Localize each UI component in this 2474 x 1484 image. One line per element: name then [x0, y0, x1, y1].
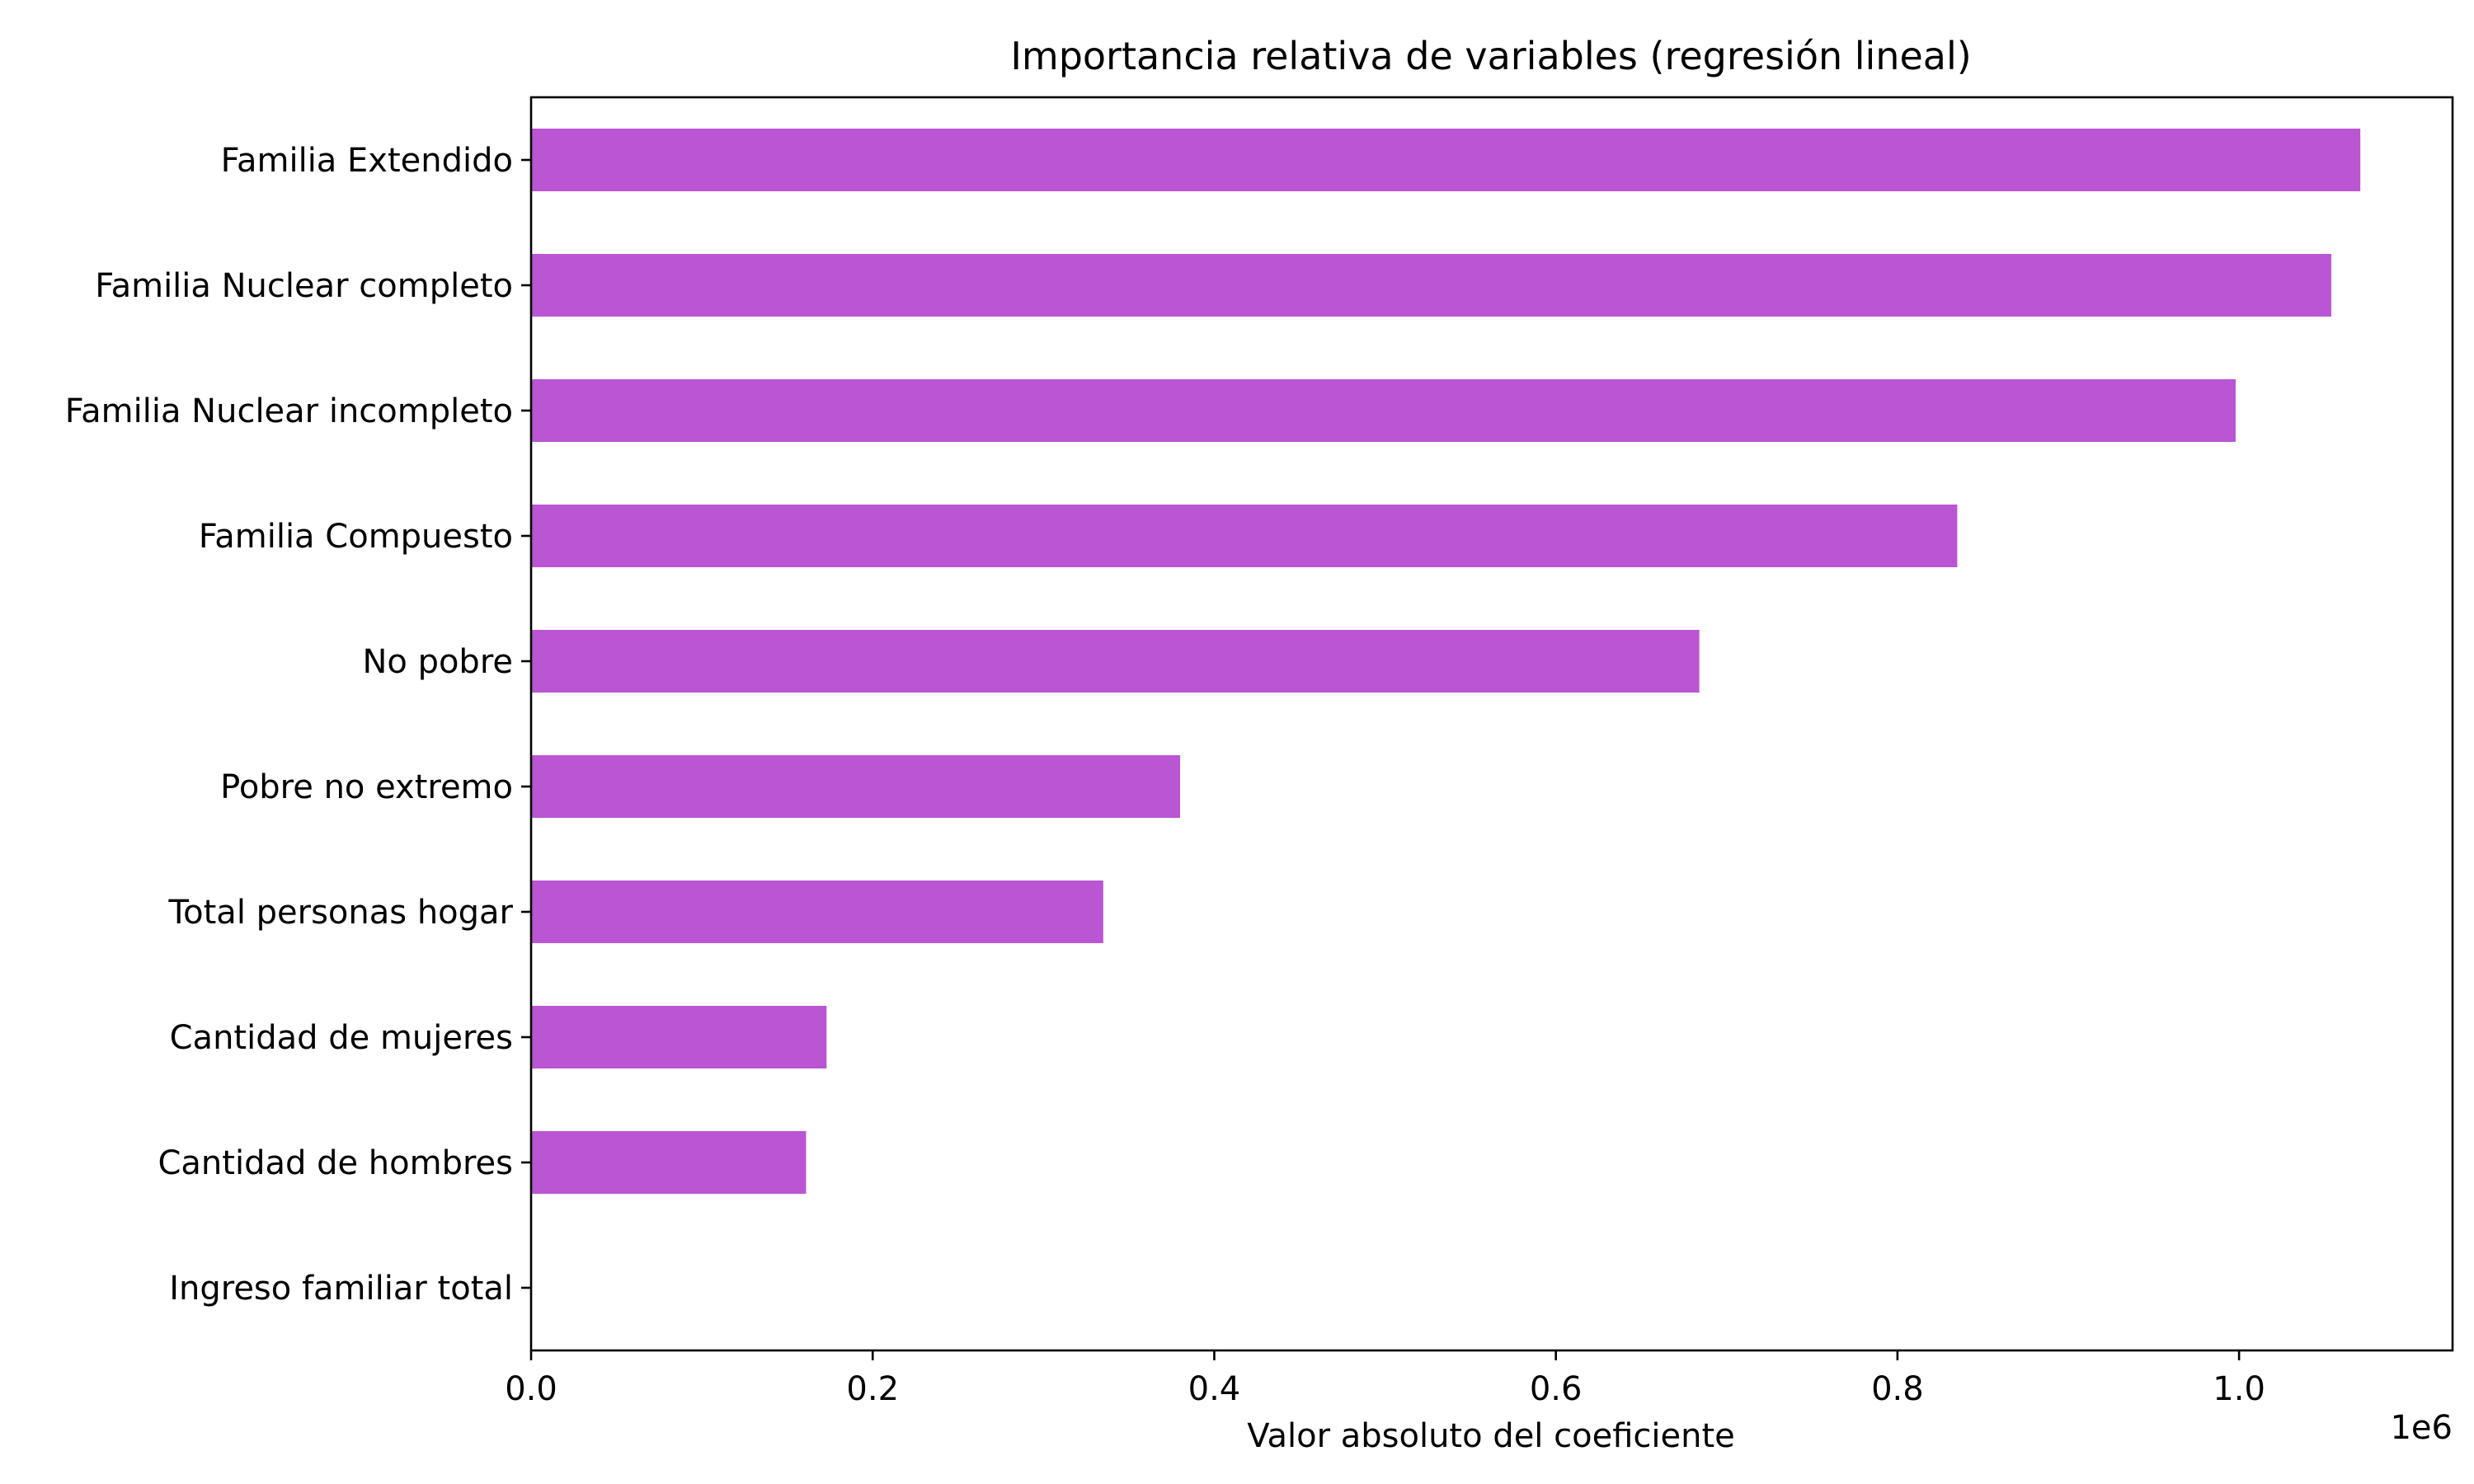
x-tick-label: 0.8 — [1871, 1370, 1924, 1408]
x-tick-label: 0.2 — [846, 1370, 899, 1408]
bar-familia-nuclear-completo — [531, 254, 2331, 317]
x-tick-label: 1.0 — [2213, 1370, 2265, 1408]
bar-familia-nuclear-incompleto — [531, 379, 2236, 442]
chart-title: Importancia relativa de variables (regre… — [1010, 34, 1971, 78]
y-tick-label: Familia Nuclear completo — [95, 267, 513, 305]
bar-pobre-no-extremo — [531, 755, 1181, 818]
x-tick-label: 0.0 — [505, 1370, 557, 1408]
x-axis-ticks: 0.0 0.2 0.4 0.6 0.8 1.0 — [505, 1350, 2265, 1408]
y-tick-label: Cantidad de hombres — [158, 1144, 513, 1182]
y-tick-label: Pobre no extremo — [220, 768, 513, 806]
y-tick-label: Familia Compuesto — [199, 518, 513, 556]
y-tick-label: Ingreso familiar total — [169, 1270, 513, 1308]
x-tick-label: 0.6 — [1530, 1370, 1583, 1408]
bars-group — [531, 129, 2361, 1194]
bar-cantidad-de-mujeres — [531, 1006, 827, 1068]
y-tick-label: Familia Nuclear incompleto — [65, 392, 513, 430]
y-tick-label: Cantidad de mujeres — [170, 1019, 513, 1057]
bar-cantidad-de-hombres — [531, 1131, 807, 1194]
plot-frame — [529, 96, 2454, 1352]
bar-total-personas-hogar — [531, 881, 1103, 943]
x-tick-label: 0.4 — [1188, 1370, 1241, 1408]
y-tick-label: No pobre — [362, 643, 513, 681]
bar-familia-extendido — [531, 129, 2361, 191]
y-tick-label: Familia Extendido — [221, 142, 513, 180]
bar-familia-compuesto — [531, 505, 1958, 567]
x-axis-label: Valor absoluto del coeficiente — [1247, 1417, 1735, 1455]
bar-no-pobre — [531, 630, 1700, 693]
x-axis-offset-label: 1e6 — [2390, 1409, 2453, 1447]
y-axis-ticks: Familia Extendido Familia Nuclear complet… — [65, 142, 531, 1308]
y-tick-label: Total personas hogar — [168, 894, 514, 932]
